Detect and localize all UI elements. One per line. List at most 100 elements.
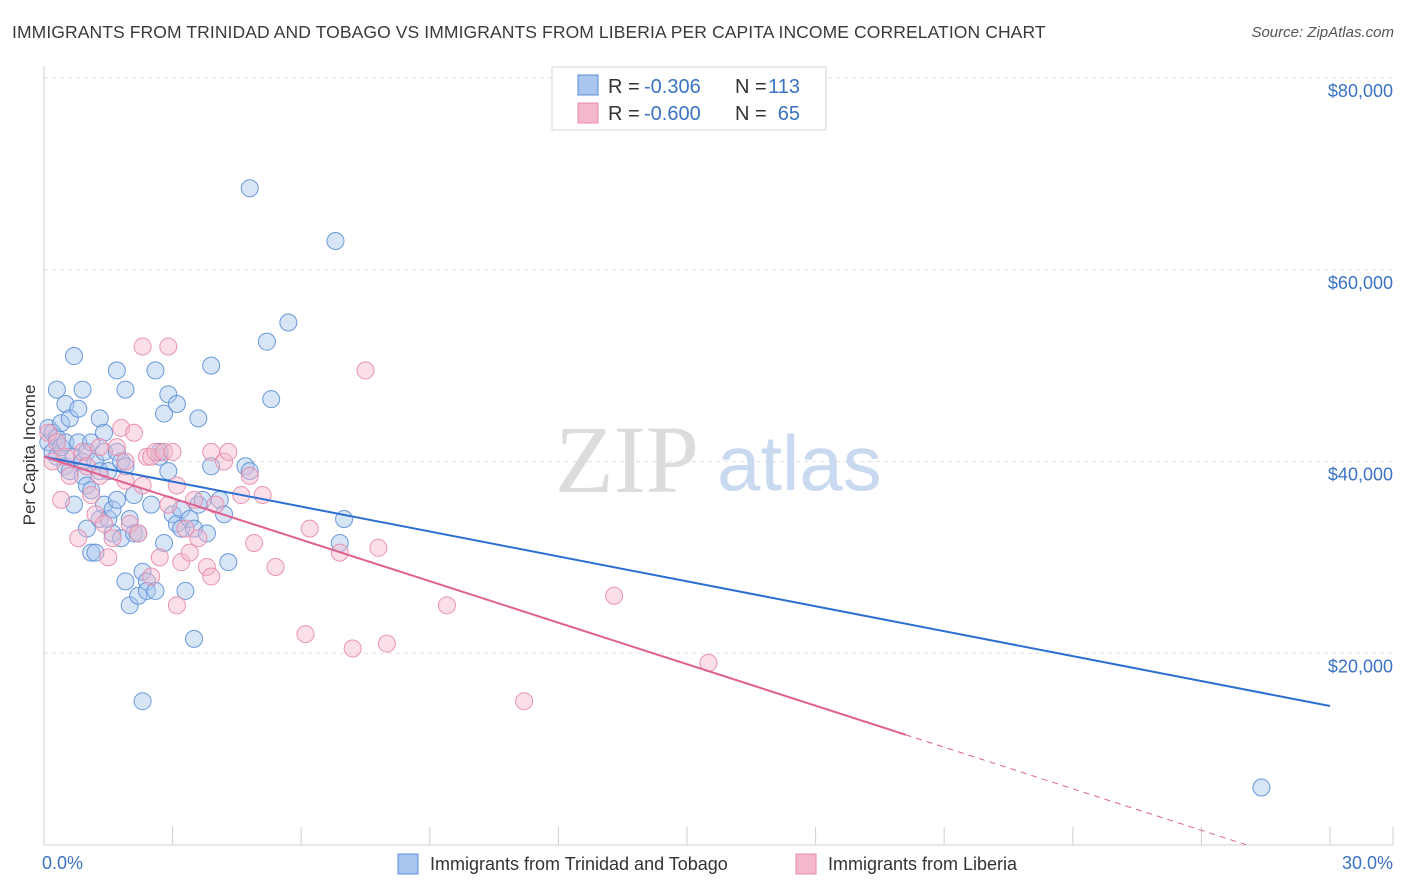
point-trinidad xyxy=(120,510,139,529)
correlation-legend: R = -0.306 N = 113 R = -0.600 N = 65 xyxy=(551,66,827,131)
point-liberia xyxy=(300,519,319,538)
point-liberia xyxy=(219,442,238,461)
trend-line-trinidad xyxy=(43,455,1331,707)
point-trinidad xyxy=(146,581,165,600)
point-liberia xyxy=(69,529,88,548)
point-trinidad xyxy=(176,581,195,600)
point-trinidad xyxy=(240,462,259,481)
bottom-legend-label-trinidad: Immigrants from Trinidad and Tobago xyxy=(430,854,728,874)
point-liberia xyxy=(296,625,315,644)
legend-n-value-1: 113 xyxy=(768,76,800,98)
watermark: ZIP atlas xyxy=(555,406,882,513)
point-trinidad xyxy=(90,409,109,428)
point-trinidad xyxy=(69,399,88,418)
point-trinidad xyxy=(125,524,144,543)
legend-swatch-pink xyxy=(577,102,599,124)
point-trinidad xyxy=(279,313,298,332)
source-credit: Source: ZipAtlas.com xyxy=(1251,24,1394,41)
gridlines xyxy=(44,77,1393,654)
point-liberia xyxy=(180,543,199,562)
point-liberia xyxy=(73,442,92,461)
point-liberia xyxy=(197,557,216,576)
point-trinidad xyxy=(82,543,101,562)
point-trinidad xyxy=(65,347,84,366)
point-trinidad xyxy=(73,380,92,399)
bottom-legend-swatch-pink xyxy=(795,853,817,875)
point-trinidad xyxy=(163,505,182,524)
legend-r-label-1: R = xyxy=(608,76,640,98)
point-trinidad xyxy=(47,428,66,447)
legend-swatch-blue xyxy=(577,74,599,96)
axes xyxy=(43,66,1394,846)
point-liberia xyxy=(82,486,101,505)
legend-n-value-2: 65 xyxy=(778,103,800,125)
series-legend: Immigrants from Trinidad and Tobago Immi… xyxy=(397,853,1018,875)
point-liberia xyxy=(95,514,114,533)
point-trinidad xyxy=(180,510,199,529)
trend-lines xyxy=(43,455,1331,846)
legend-r-value-1: -0.306 xyxy=(644,76,701,98)
point-trinidad xyxy=(146,361,165,380)
legend-n-label-2: N = xyxy=(735,103,767,125)
point-liberia xyxy=(163,442,182,461)
point-trinidad xyxy=(155,404,174,423)
point-trinidad xyxy=(107,490,126,509)
y-tick-label: $20,000 xyxy=(1328,656,1393,676)
point-liberia xyxy=(125,423,144,442)
legend-r-value-2: -0.600 xyxy=(644,103,701,125)
point-liberia xyxy=(167,476,186,495)
trend-line-liberia xyxy=(43,455,906,736)
point-liberia xyxy=(99,548,118,567)
point-trinidad xyxy=(240,179,259,198)
point-trinidad xyxy=(197,524,216,543)
point-liberia xyxy=(206,495,225,514)
point-trinidad xyxy=(47,380,66,399)
y-tick-labels: $20,000 $40,000 $60,000 $80,000 xyxy=(1328,81,1393,676)
point-liberia xyxy=(189,529,208,548)
y-tick-label: $40,000 xyxy=(1328,465,1393,485)
point-trinidad xyxy=(202,356,221,375)
y-tick-label: $80,000 xyxy=(1328,81,1393,101)
point-trinidad xyxy=(133,692,152,711)
y-tick-label: $60,000 xyxy=(1328,273,1393,293)
chart-title: IMMIGRANTS FROM TRINIDAD AND TOBAGO VS I… xyxy=(12,22,1046,42)
point-trinidad xyxy=(219,553,238,572)
point-liberia xyxy=(137,447,156,466)
watermark-atlas: atlas xyxy=(717,419,882,507)
y-axis-label: Per Capita Income xyxy=(20,385,39,526)
watermark-zip: ZIP xyxy=(555,406,699,513)
point-liberia xyxy=(47,433,66,452)
point-trinidad xyxy=(1252,778,1271,797)
point-liberia xyxy=(369,538,388,557)
point-trinidad xyxy=(103,500,122,519)
point-liberia xyxy=(142,567,161,586)
legend-r-label-2: R = xyxy=(608,103,640,125)
point-liberia xyxy=(90,438,109,457)
x-tick-label-end: 30.0% xyxy=(1342,853,1393,873)
point-trinidad xyxy=(159,462,178,481)
point-trinidad xyxy=(95,423,114,442)
point-trinidad xyxy=(185,629,204,648)
point-liberia xyxy=(107,438,126,457)
point-liberia xyxy=(52,490,71,509)
point-liberia xyxy=(133,337,152,356)
point-trinidad xyxy=(107,361,126,380)
point-liberia xyxy=(215,452,234,471)
point-trinidad xyxy=(129,586,148,605)
point-liberia xyxy=(245,533,264,552)
point-trinidad xyxy=(116,572,135,591)
point-liberia xyxy=(343,639,362,658)
bottom-legend-swatch-blue xyxy=(397,853,419,875)
point-liberia xyxy=(240,466,259,485)
point-trinidad xyxy=(52,414,71,433)
point-trinidad xyxy=(167,394,186,413)
point-liberia xyxy=(176,519,195,538)
trend-line-liberia-extension xyxy=(905,734,1248,846)
point-trinidad xyxy=(133,562,152,581)
point-liberia xyxy=(167,596,186,615)
point-trinidad xyxy=(82,481,101,500)
x-tick-labels: 0.0% 30.0% xyxy=(42,853,1393,873)
point-liberia xyxy=(356,361,375,380)
point-liberia xyxy=(103,529,122,548)
